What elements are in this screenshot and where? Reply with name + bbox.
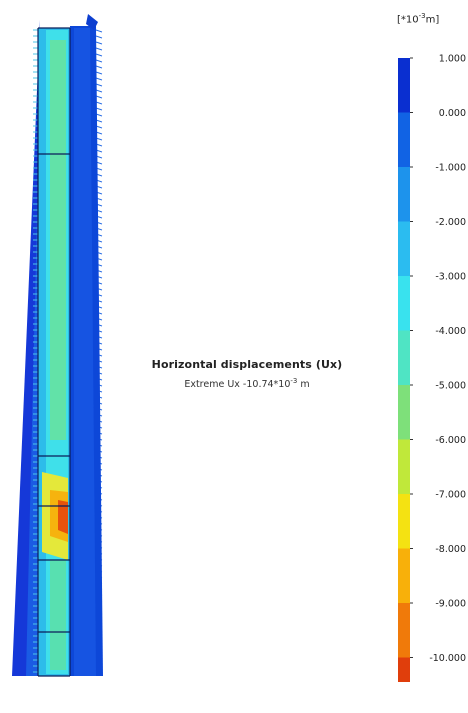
left-displacement-wedge-inner (26, 90, 40, 676)
load-tick (95, 107, 103, 111)
legend-color-band (398, 112, 410, 168)
legend-color-band (398, 603, 410, 658)
load-tick (95, 35, 103, 39)
unit-tail: m] (425, 14, 440, 26)
legend-color-band (398, 439, 410, 495)
load-tick (95, 113, 103, 117)
load-tick (95, 59, 103, 63)
load-tick (95, 95, 103, 99)
wall-green-band-lower (50, 560, 66, 670)
load-tick (95, 101, 103, 105)
legend-tick-label: -2.000 (435, 217, 466, 228)
unit-exponent: -3 (418, 12, 426, 20)
legend-tick-label: -8.000 (435, 544, 466, 555)
legend-color-band (398, 58, 410, 113)
legend-tick-label: -4.000 (435, 326, 466, 337)
legend-tick-label: -5.000 (435, 381, 466, 392)
load-tick (95, 89, 103, 93)
unit-label: [*10-3m] (397, 12, 439, 25)
legend-color-band (398, 657, 410, 682)
legend-color-band (398, 221, 410, 277)
legend-tick-label: 0.000 (439, 108, 466, 119)
legend-tick-label: 1.000 (439, 54, 466, 65)
extreme-exponent: -3 (290, 377, 298, 385)
legend-tick-label: -6.000 (435, 435, 466, 446)
top-cap-marker (86, 14, 98, 30)
extreme-prefix: Extreme Ux -10.74*10 (184, 379, 291, 391)
color-legend: 1.000 0.000 -1.000 -2.000 -3.000 -4.000 -5.000… (398, 54, 466, 682)
legend-color-band (398, 385, 410, 440)
load-tick (95, 77, 103, 81)
right-blue-band-inner (74, 28, 96, 676)
legend-color-band (398, 167, 410, 222)
legend-tick-label: -10.000 (429, 653, 466, 664)
load-tick (95, 53, 103, 57)
unit-base: [*10 (397, 14, 419, 26)
legend-tick-label: -9.000 (435, 599, 466, 610)
legend-color-band (398, 330, 410, 386)
load-tick (95, 83, 103, 87)
legend-tick-label: -7.000 (435, 490, 466, 501)
element-lines (37, 27, 71, 677)
load-tick (95, 47, 103, 51)
result-info: Horizontal displacements (Ux) Extreme Ux… (118, 358, 376, 390)
extreme-suffix: m (297, 379, 310, 391)
legend-color-band (398, 548, 410, 604)
load-tick (95, 41, 103, 45)
legend-tick-label: -1.000 (435, 163, 466, 174)
legend-color-band (398, 276, 410, 331)
legend-tick-label: -3.000 (435, 272, 466, 283)
extreme-hotspot-core (58, 500, 68, 534)
load-tick (95, 29, 103, 33)
wall-green-band (50, 40, 66, 440)
load-tick (95, 71, 103, 75)
legend-color-band (398, 494, 410, 549)
wall-model (12, 14, 103, 677)
extreme-value: Extreme Ux -10.74*10-3 m (118, 377, 376, 390)
result-title: Horizontal displacements (Ux) (151, 358, 343, 371)
load-tick (95, 65, 103, 69)
